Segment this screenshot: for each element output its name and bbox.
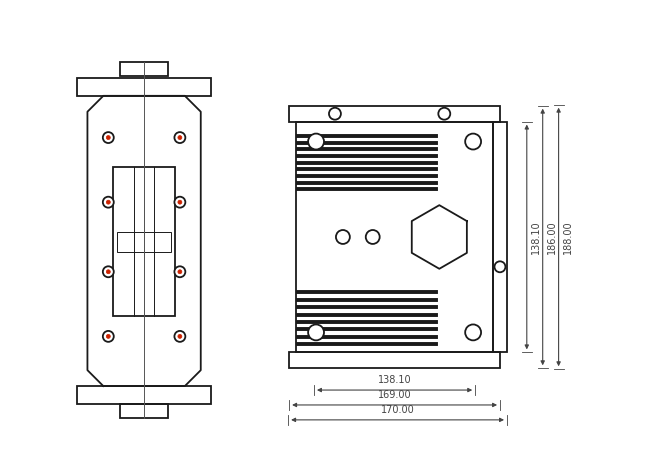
Circle shape <box>175 266 185 277</box>
Circle shape <box>106 200 110 204</box>
Text: 169.00: 169.00 <box>378 390 411 400</box>
Circle shape <box>103 266 114 277</box>
Circle shape <box>308 133 324 150</box>
Bar <box>493 122 507 352</box>
Circle shape <box>106 270 110 274</box>
Bar <box>117 232 171 252</box>
Text: 170.00: 170.00 <box>381 405 415 415</box>
Bar <box>289 352 500 368</box>
Circle shape <box>106 334 110 339</box>
Bar <box>77 78 211 96</box>
Circle shape <box>103 197 114 208</box>
Circle shape <box>175 197 185 208</box>
Circle shape <box>438 108 451 120</box>
Circle shape <box>103 331 114 342</box>
Bar <box>120 404 168 418</box>
Bar <box>289 106 500 122</box>
Circle shape <box>175 331 185 342</box>
Bar <box>113 167 175 317</box>
Text: 186.00: 186.00 <box>546 220 557 254</box>
Bar <box>77 386 211 404</box>
Circle shape <box>175 132 185 143</box>
Bar <box>120 62 168 76</box>
Text: 188.00: 188.00 <box>563 220 572 254</box>
Circle shape <box>103 132 114 143</box>
Circle shape <box>366 230 379 244</box>
Circle shape <box>336 230 350 244</box>
Circle shape <box>494 261 505 272</box>
Circle shape <box>178 136 182 140</box>
Circle shape <box>465 133 481 150</box>
Circle shape <box>106 136 110 140</box>
Circle shape <box>465 325 481 340</box>
Bar <box>296 122 493 352</box>
Text: 138.10: 138.10 <box>378 375 411 385</box>
Circle shape <box>178 334 182 339</box>
Text: 138.10: 138.10 <box>531 220 541 254</box>
Circle shape <box>178 270 182 274</box>
Circle shape <box>329 108 341 120</box>
Circle shape <box>308 325 324 340</box>
Circle shape <box>178 200 182 204</box>
